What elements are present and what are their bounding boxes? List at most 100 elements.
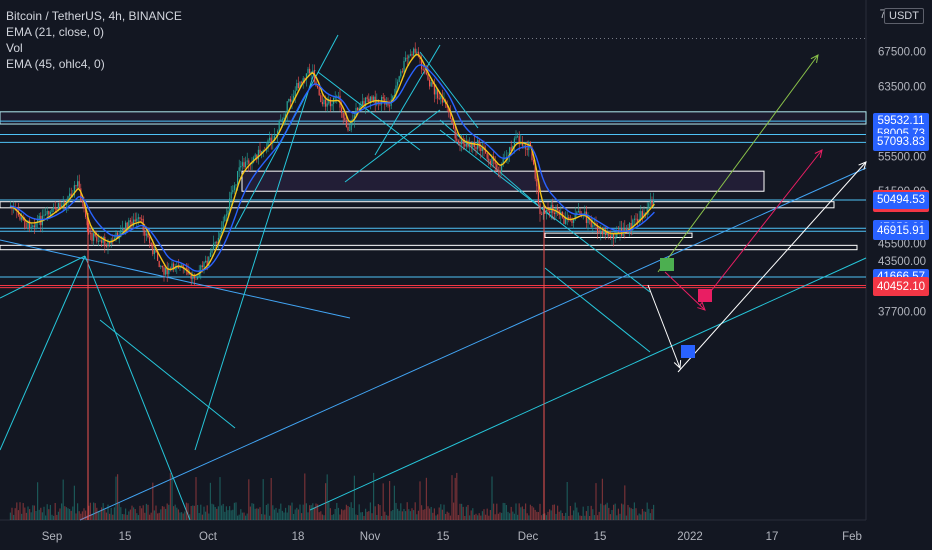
candle-body	[421, 59, 423, 70]
candle-body	[29, 220, 31, 229]
candle-body	[424, 70, 426, 73]
candle-body	[91, 233, 93, 241]
volume-bar	[497, 513, 499, 520]
volume-bar	[561, 513, 563, 520]
volume-bar	[235, 502, 237, 520]
volume-bar	[553, 504, 555, 520]
volume-bar	[509, 513, 511, 520]
candle-body	[485, 150, 487, 154]
price-tick-label: 37700.00	[878, 307, 926, 319]
volume-bar	[179, 512, 181, 520]
volume-bar	[35, 510, 37, 520]
candle-body	[568, 216, 570, 219]
volume-bar	[256, 508, 258, 520]
candle-body	[579, 210, 581, 214]
volume-bar	[579, 515, 581, 520]
volume-bar	[371, 513, 373, 520]
volume-bar	[245, 515, 247, 520]
volume-bar	[638, 513, 640, 520]
volume-bar	[635, 508, 637, 520]
volume-bar	[129, 509, 131, 520]
candle-body	[494, 160, 496, 165]
candle-body	[190, 273, 192, 279]
volume-bar	[45, 515, 47, 520]
volume-bar	[568, 515, 570, 520]
volume-bar	[640, 514, 642, 520]
volume-bar	[437, 514, 439, 520]
candle-body	[585, 211, 587, 223]
volume-bar	[637, 515, 639, 520]
candle-body	[214, 242, 216, 244]
volume-bar	[65, 507, 67, 520]
candle-body	[350, 120, 352, 131]
currency-selector[interactable]: USDT	[884, 8, 924, 24]
volume-bar	[313, 508, 315, 520]
volume-bar	[573, 510, 575, 520]
candle-body	[213, 243, 215, 250]
candle-body	[611, 232, 613, 237]
volume-bar	[470, 510, 472, 520]
candle-body	[216, 242, 218, 244]
volume-bar	[646, 502, 648, 520]
candle-body	[603, 229, 605, 235]
candle-body	[126, 222, 128, 230]
candle-body	[464, 143, 466, 147]
candle-body	[382, 96, 384, 99]
volume-bar	[416, 514, 418, 520]
candle-body	[176, 267, 178, 269]
candle-body	[133, 219, 135, 227]
candle-body	[573, 219, 575, 223]
candle-body	[123, 228, 125, 231]
volume-bar	[115, 476, 117, 520]
volume-bar	[550, 510, 552, 520]
volume-bar	[211, 503, 213, 520]
time-tick-label: Dec	[518, 531, 539, 543]
candle-body	[293, 95, 295, 100]
volume-bar	[413, 510, 415, 520]
volume-bar	[56, 514, 58, 520]
volume-bar	[365, 508, 367, 520]
volume-bar	[563, 515, 565, 520]
volume-bar	[101, 507, 103, 520]
volume-bar	[72, 506, 74, 520]
candle-body	[205, 260, 207, 263]
candle-body	[497, 170, 499, 171]
volume-bar	[243, 512, 245, 520]
candle-body	[325, 99, 327, 107]
volume-bar	[489, 510, 491, 520]
volume-bar	[381, 515, 383, 520]
volume-bar	[622, 504, 624, 520]
volume-bar	[403, 508, 405, 520]
volume-bar	[448, 512, 450, 520]
candle-body	[321, 102, 323, 105]
volume-bar	[102, 503, 104, 520]
volume-bar	[613, 504, 615, 520]
volume-bar	[117, 474, 119, 520]
trendline-14	[439, 119, 556, 221]
volume-bar	[565, 512, 567, 520]
candle-body	[230, 192, 232, 199]
volume-bar	[88, 505, 90, 520]
volume-bar	[64, 506, 66, 520]
volume-bar	[33, 505, 35, 520]
candle-body	[177, 267, 179, 269]
time-tick-label: 15	[594, 531, 607, 543]
volume-bar	[542, 513, 544, 520]
volume-bar	[349, 507, 351, 520]
candle-body	[414, 48, 416, 53]
time-tick-label: 15	[119, 531, 132, 543]
volume-bar	[203, 506, 205, 520]
volume-bar	[333, 514, 335, 520]
volume-bar	[209, 482, 211, 520]
projection-arrow-pink-head	[814, 149, 823, 158]
volume-bar	[73, 485, 75, 520]
candle-body	[288, 98, 290, 102]
candle-body	[197, 277, 199, 280]
volume-bar	[227, 510, 229, 520]
volume-bar	[193, 505, 195, 520]
volume-bar	[237, 515, 239, 520]
candle-body	[437, 89, 439, 99]
volume-bar	[499, 512, 501, 520]
volume-bar	[128, 511, 130, 520]
